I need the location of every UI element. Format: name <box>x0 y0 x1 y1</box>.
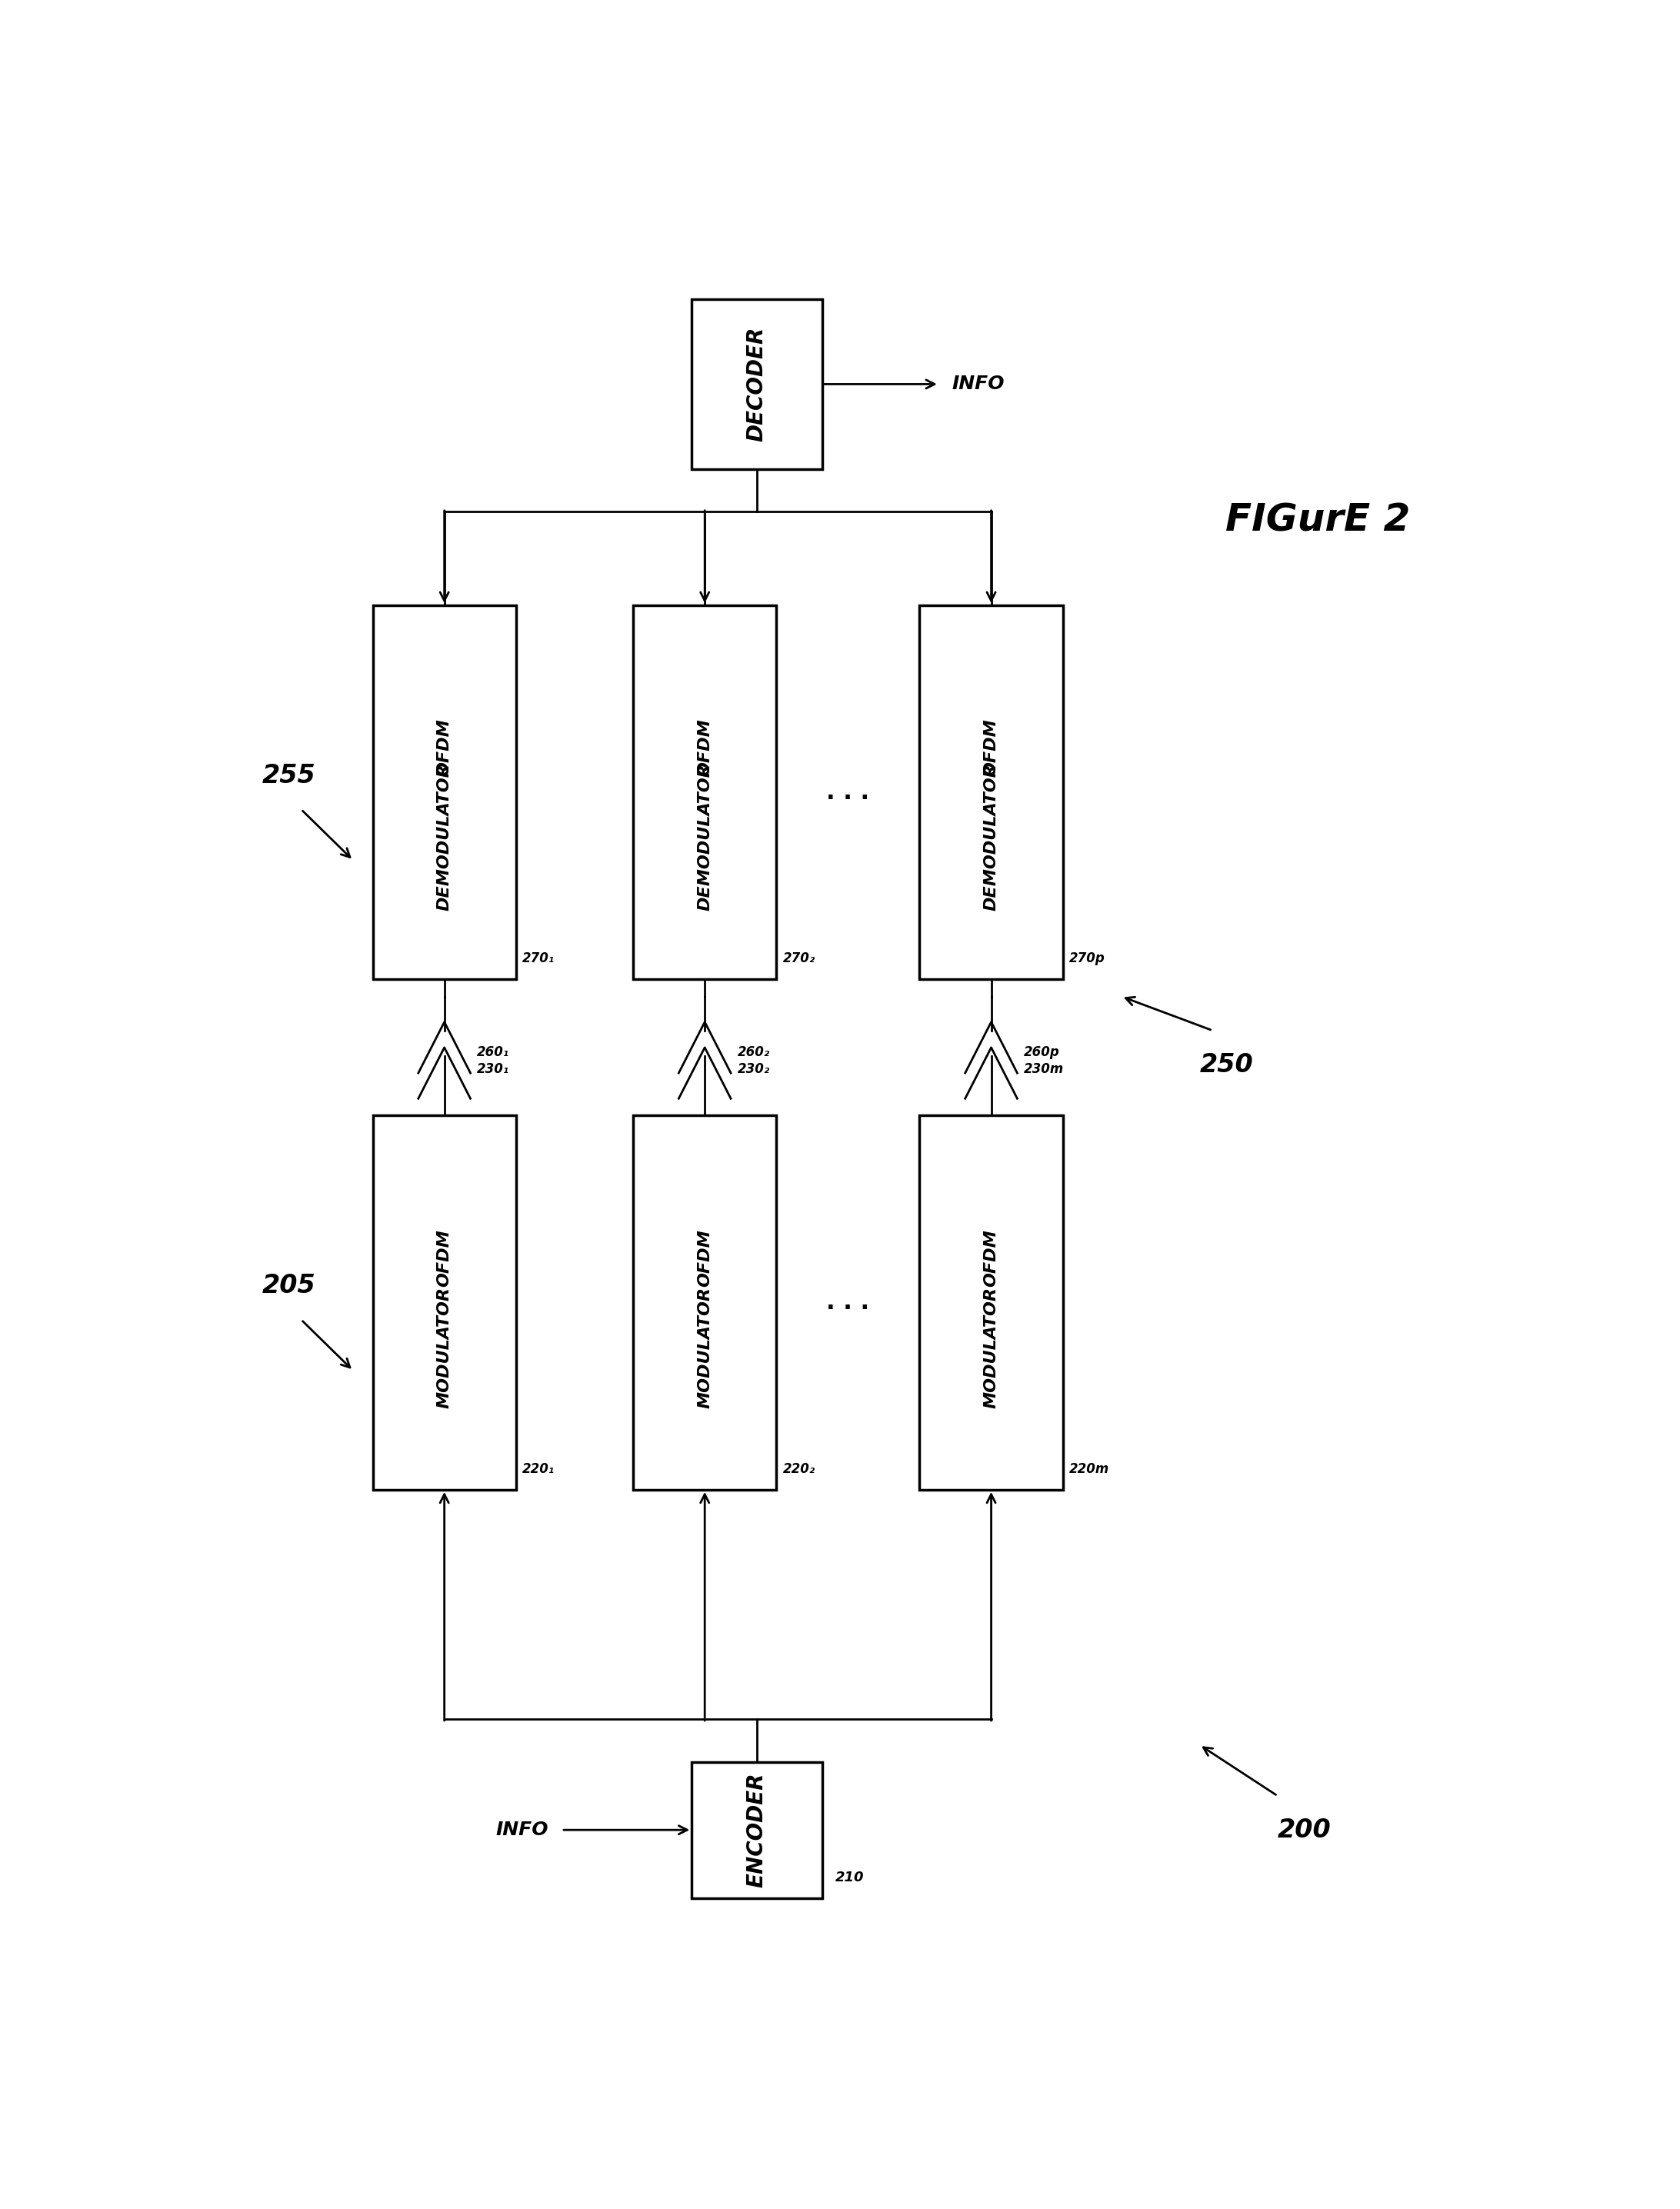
Text: MODULATOR: MODULATOR <box>697 1288 712 1409</box>
Text: DEMODULATOR: DEMODULATOR <box>697 764 712 910</box>
Text: 230₁: 230₁ <box>477 1063 509 1076</box>
Text: OFDM: OFDM <box>437 1228 452 1286</box>
Text: 260₂: 260₂ <box>738 1045 769 1058</box>
Text: INFO: INFO <box>953 376 1005 393</box>
Text: 260p: 260p <box>1023 1045 1060 1058</box>
Bar <box>373 605 516 979</box>
Text: 270₂: 270₂ <box>783 952 815 965</box>
Bar <box>373 1116 516 1489</box>
Text: 255: 255 <box>262 762 316 789</box>
Text: DEMODULATOR: DEMODULATOR <box>437 764 452 910</box>
Text: 220₂: 220₂ <box>783 1462 815 1476</box>
Bar <box>919 605 1063 979</box>
Text: 250: 250 <box>1200 1051 1253 1078</box>
Text: MODULATOR: MODULATOR <box>437 1288 452 1409</box>
Text: 210: 210 <box>835 1871 864 1884</box>
Text: 270p: 270p <box>1070 952 1105 965</box>
Bar <box>692 1763 822 1898</box>
Text: 205: 205 <box>262 1272 316 1299</box>
Text: 220₁: 220₁ <box>522 1462 554 1476</box>
Text: MODULATOR: MODULATOR <box>983 1288 1000 1409</box>
Text: 230m: 230m <box>1023 1063 1063 1076</box>
Text: 220m: 220m <box>1070 1462 1109 1476</box>
Text: ENCODER: ENCODER <box>746 1772 768 1886</box>
Text: 200: 200 <box>1277 1818 1331 1842</box>
Bar <box>633 1116 776 1489</box>
Bar <box>919 1116 1063 1489</box>
Text: OFDM: OFDM <box>437 718 452 775</box>
Text: OFDM: OFDM <box>983 718 1000 775</box>
Text: OFDM: OFDM <box>697 718 712 775</box>
Text: OFDM: OFDM <box>697 1228 712 1286</box>
Text: . . .: . . . <box>827 782 870 804</box>
Bar <box>692 298 822 468</box>
Text: 260₁: 260₁ <box>477 1045 509 1058</box>
Text: FIGurE 2: FIGurE 2 <box>1226 501 1411 539</box>
Text: OFDM: OFDM <box>983 1228 1000 1286</box>
Bar <box>633 605 776 979</box>
Text: 230₂: 230₂ <box>738 1063 769 1076</box>
Text: INFO: INFO <box>496 1820 548 1840</box>
Text: 270₁: 270₁ <box>522 952 554 965</box>
Text: DEMODULATOR: DEMODULATOR <box>983 764 1000 910</box>
Text: DECODER: DECODER <box>746 327 768 442</box>
Text: . . .: . . . <box>827 1292 870 1314</box>
